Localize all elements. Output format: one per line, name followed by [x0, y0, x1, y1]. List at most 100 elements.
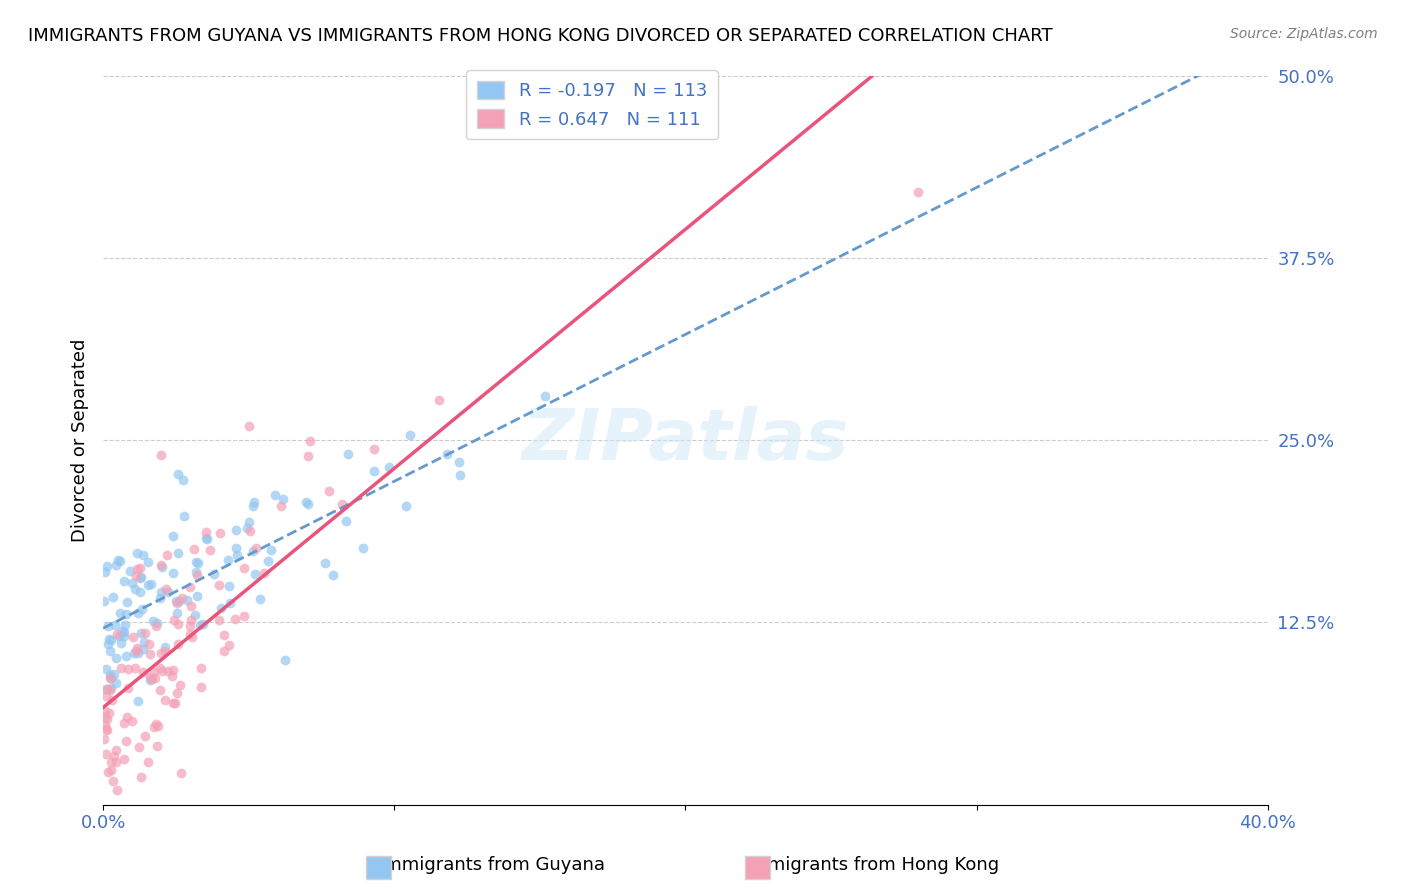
Point: [169, 678, 191, 692]
Point: [271, 492, 294, 507]
Point: [104, 617, 127, 632]
Point: [105, 627, 128, 641]
Point: [94, 710, 117, 724]
Point: [100, 755, 122, 769]
Point: [132, 641, 155, 656]
Point: [96, 682, 118, 697]
Point: [128, 740, 150, 755]
Point: [117, 662, 139, 676]
Point: [97, 619, 120, 633]
Point: [219, 596, 242, 610]
Point: [395, 499, 418, 513]
Point: [225, 523, 247, 537]
Point: [117, 681, 139, 695]
Point: [294, 495, 316, 509]
Point: [124, 661, 146, 675]
Point: [243, 494, 266, 508]
Point: [149, 558, 172, 572]
Point: [399, 428, 422, 442]
Point: [167, 637, 190, 651]
Point: [187, 557, 209, 571]
Point: [98, 682, 121, 697]
Point: [150, 448, 173, 462]
Point: [117, 595, 139, 609]
Point: [195, 533, 218, 547]
Point: [318, 483, 340, 498]
Point: [103, 748, 125, 763]
Point: [260, 543, 283, 558]
Point: [94, 723, 117, 737]
Point: [98, 668, 121, 682]
Point: [191, 617, 214, 632]
Point: [129, 584, 152, 599]
Point: [129, 561, 152, 575]
Point: [245, 541, 267, 555]
Point: [127, 562, 149, 576]
Point: [125, 546, 148, 560]
Point: [186, 589, 208, 603]
Point: [447, 455, 470, 469]
Point: [153, 643, 176, 657]
Point: [143, 671, 166, 685]
Point: [166, 596, 188, 610]
Point: [129, 625, 152, 640]
Point: [112, 630, 135, 644]
Point: [105, 743, 128, 757]
Point: [112, 574, 135, 588]
Point: [127, 641, 149, 656]
Point: [96, 747, 118, 761]
Point: [274, 653, 297, 667]
Point: [167, 593, 190, 607]
Point: [315, 556, 337, 570]
Point: [162, 566, 184, 580]
Point: [141, 672, 163, 686]
Point: [239, 524, 262, 538]
Point: [202, 566, 225, 581]
Point: [155, 582, 177, 597]
Point: [100, 632, 122, 647]
Point: [112, 716, 135, 731]
Point: [195, 531, 218, 545]
Point: [232, 561, 254, 575]
Point: [112, 624, 135, 639]
Legend: R = -0.197   N = 113, R = 0.647   N = 111: R = -0.197 N = 113, R = 0.647 N = 111: [467, 70, 718, 139]
Point: [449, 467, 471, 482]
Point: [253, 566, 276, 580]
Point: [129, 570, 152, 584]
Point: [212, 644, 235, 658]
Point: [127, 694, 149, 708]
Point: [149, 661, 172, 675]
Point: [110, 636, 132, 650]
Point: [195, 525, 218, 540]
Point: [94, 681, 117, 696]
Point: [183, 541, 205, 556]
Point: [224, 612, 246, 626]
Point: [907, 185, 929, 199]
Point: [146, 739, 169, 753]
Point: [179, 580, 201, 594]
Point: [136, 755, 159, 769]
Point: [122, 646, 145, 660]
Point: [153, 640, 176, 654]
Point: [97, 764, 120, 779]
Point: [363, 465, 385, 479]
Point: [115, 734, 138, 748]
Text: Immigrants from Hong Kong: Immigrants from Hong Kong: [745, 856, 998, 874]
Point: [180, 630, 202, 644]
Point: [136, 578, 159, 592]
Point: [297, 450, 319, 464]
Point: [209, 600, 232, 615]
Point: [98, 632, 121, 647]
Point: [533, 389, 555, 403]
Point: [127, 606, 149, 620]
Point: [96, 558, 118, 573]
Point: [132, 548, 155, 562]
Point: [242, 499, 264, 513]
Point: [173, 509, 195, 524]
Point: [93, 594, 115, 608]
Point: [131, 770, 153, 784]
Point: [190, 680, 212, 694]
Point: [150, 560, 173, 574]
Point: [131, 602, 153, 616]
Point: [100, 764, 122, 778]
